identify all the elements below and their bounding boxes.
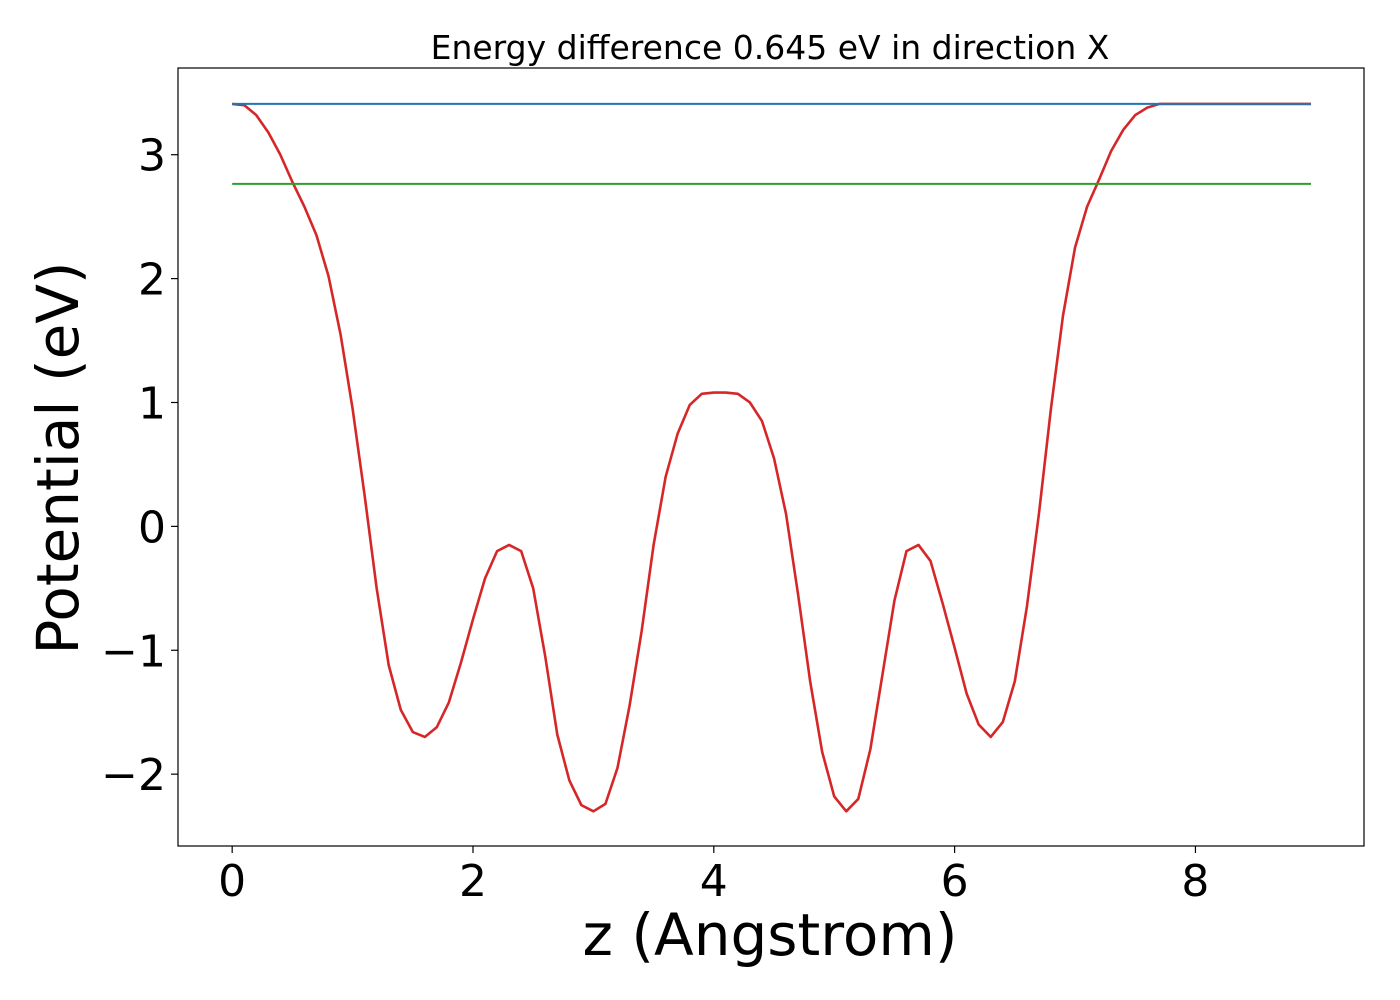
x-tick-label: 4 — [700, 856, 728, 907]
series-layer — [232, 102, 1312, 813]
y-axis-label: Potential (eV) — [24, 261, 92, 654]
plot-frame — [177, 67, 1365, 847]
y-tick-label: 2 — [138, 255, 166, 306]
x-tick-label: 0 — [218, 856, 246, 907]
x-axis-label: z (Angstrom) — [583, 901, 958, 969]
plot-area — [177, 67, 1365, 847]
y-tick-label: 0 — [138, 502, 166, 553]
x-tick-label: 8 — [1181, 856, 1209, 907]
x-tick-label: 2 — [459, 856, 487, 907]
x-tick-label: 6 — [941, 856, 969, 907]
series-line-potential-curve — [232, 102, 1312, 813]
y-tick-label: −1 — [101, 626, 166, 677]
y-tick-label: 3 — [138, 131, 166, 182]
chart-title: Energy difference 0.645 eV in direction … — [431, 28, 1110, 67]
ticks-layer: 0 2 4 6 8 −2 −1 0 1 2 3 — [101, 131, 1209, 907]
y-tick-label: −2 — [101, 750, 166, 801]
y-tick-label: 1 — [138, 378, 166, 429]
